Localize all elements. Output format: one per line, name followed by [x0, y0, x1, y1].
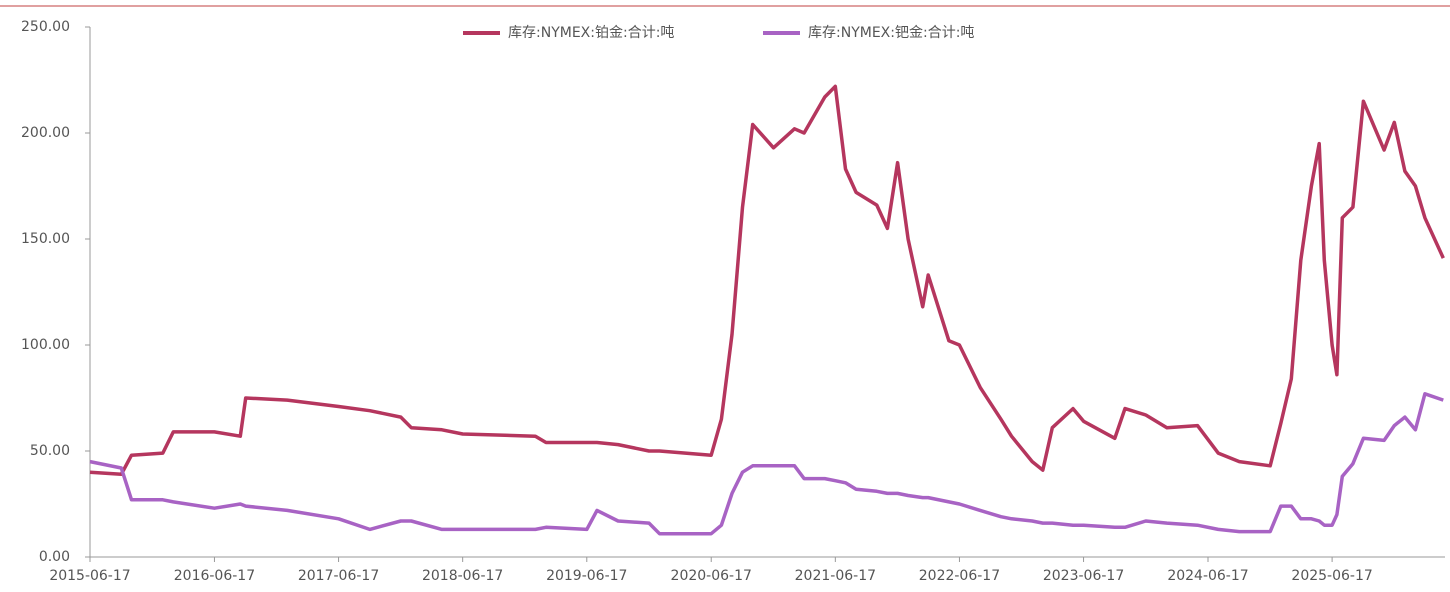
legend-label: 库存:NYMEX:铂金:合计:吨 [508, 25, 674, 41]
x-tick-label: 2017-06-17 [298, 568, 379, 584]
x-tick-label: 2020-06-17 [671, 568, 752, 584]
legend-label: 库存:NYMEX:钯金:合计:吨 [808, 25, 974, 41]
x-tick-label: 2016-06-17 [174, 568, 255, 584]
series-line [89, 84, 1445, 477]
x-tick-label: 2022-06-17 [919, 568, 1000, 584]
y-tick-label: 50.00 [30, 443, 70, 459]
x-tick-label: 2024-06-17 [1167, 568, 1248, 584]
x-tick-label: 2015-06-17 [49, 568, 130, 584]
series-line [89, 392, 1444, 536]
y-tick-label: 250.00 [21, 19, 70, 35]
x-tick-label: 2019-06-17 [546, 568, 627, 584]
y-tick-label: 0.00 [39, 549, 70, 565]
y-tick-label: 200.00 [21, 125, 70, 141]
x-tick-label: 2018-06-17 [422, 568, 503, 584]
x-tick-label: 2021-06-17 [795, 568, 876, 584]
x-tick-label: 2025-06-17 [1291, 568, 1372, 584]
y-tick-label: 100.00 [21, 337, 70, 353]
x-tick-label: 2023-06-17 [1043, 568, 1124, 584]
y-tick-label: 150.00 [21, 231, 70, 247]
